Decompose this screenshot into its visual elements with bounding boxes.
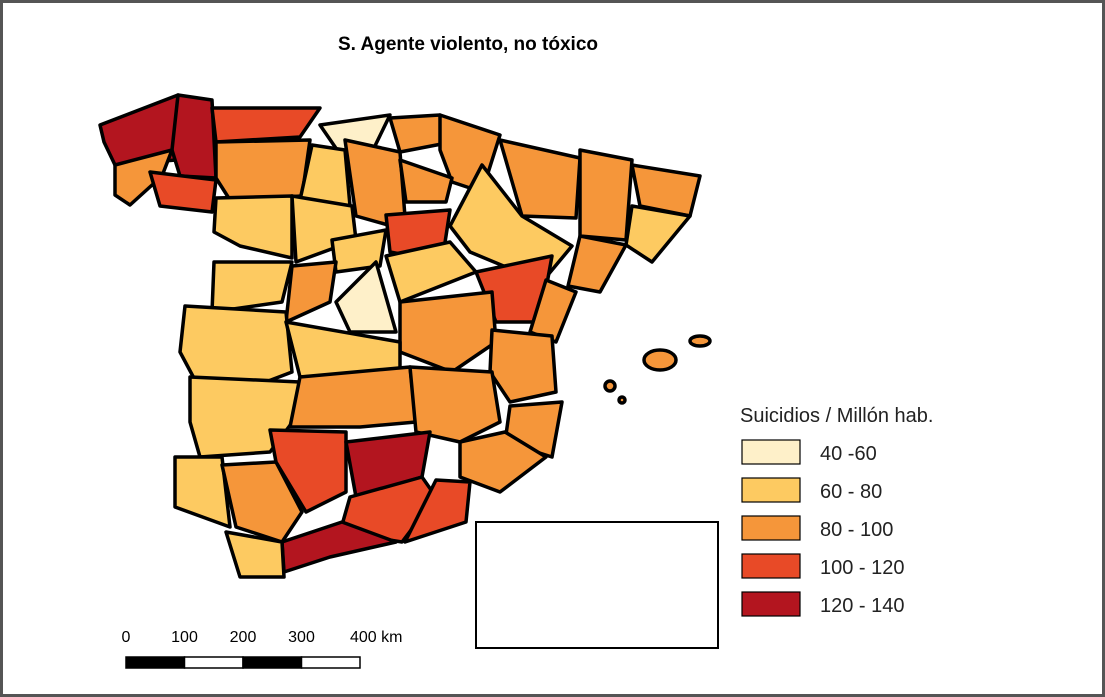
province bbox=[458, 430, 548, 494]
scale-segment bbox=[300, 656, 361, 669]
province bbox=[170, 93, 218, 180]
scale-segment bbox=[183, 656, 244, 669]
legend-swatch bbox=[741, 515, 801, 541]
province bbox=[403, 478, 472, 544]
scale-label: 300 bbox=[288, 629, 315, 646]
legend-swatch bbox=[741, 553, 801, 579]
province bbox=[288, 365, 418, 429]
canary-inset bbox=[475, 521, 719, 649]
province bbox=[210, 260, 294, 314]
province bbox=[224, 530, 286, 579]
province bbox=[214, 138, 312, 202]
province bbox=[173, 455, 232, 529]
legend-label: 80 - 100 bbox=[820, 519, 893, 541]
island bbox=[617, 395, 627, 405]
province bbox=[334, 260, 398, 334]
map-title: S. Agente violento, no tóxico bbox=[338, 34, 598, 55]
scale-label: 400 km bbox=[350, 629, 402, 646]
province bbox=[398, 158, 454, 204]
legend-label: 120 - 140 bbox=[820, 595, 905, 617]
province bbox=[212, 194, 294, 260]
legend: 40 -60 60 - 80 80 - 100 100 - 120 120 - 140 bbox=[741, 439, 905, 617]
legend-title: Suicidios / Millón hab. bbox=[740, 405, 933, 427]
province bbox=[113, 148, 174, 207]
province bbox=[284, 260, 338, 324]
province bbox=[408, 365, 502, 444]
province bbox=[566, 234, 628, 294]
island bbox=[642, 348, 678, 372]
scale-label: 100 bbox=[171, 629, 198, 646]
province bbox=[210, 106, 322, 144]
scale-bar: 0 100 200 300 400 km bbox=[122, 629, 402, 669]
province bbox=[268, 428, 348, 514]
province bbox=[220, 460, 304, 544]
legend-label: 60 - 80 bbox=[820, 481, 882, 503]
island bbox=[688, 334, 712, 348]
legend-label: 40 -60 bbox=[820, 443, 877, 465]
province bbox=[528, 278, 578, 344]
province bbox=[488, 328, 558, 404]
legend-swatch bbox=[741, 439, 801, 465]
scale-label: 0 bbox=[122, 629, 131, 646]
province bbox=[148, 170, 218, 214]
province bbox=[498, 138, 582, 220]
legend-label: 100 - 120 bbox=[820, 557, 905, 579]
legend-swatch bbox=[741, 591, 801, 617]
island bbox=[603, 379, 617, 393]
scale-segment bbox=[125, 656, 186, 669]
province bbox=[578, 148, 634, 242]
scale-label: 200 bbox=[230, 629, 257, 646]
scale-segment bbox=[242, 656, 303, 669]
province bbox=[624, 204, 692, 264]
legend-swatch bbox=[741, 477, 801, 503]
